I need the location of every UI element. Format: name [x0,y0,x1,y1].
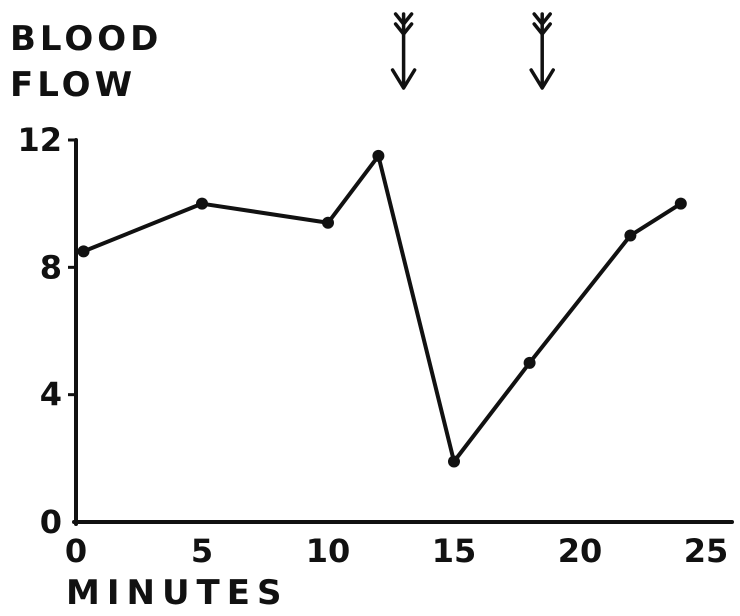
data-series [77,149,687,468]
x-axis-label: MINUTES [66,573,288,613]
annotation-arrow [529,12,555,90]
y-tick-label: 4 [40,376,62,414]
axes [72,138,734,526]
data-point [322,216,334,229]
y-axis-label-line-1: BLOOD [10,19,162,59]
data-point [196,197,208,210]
annotation-arrow [390,12,417,90]
data-point [448,455,460,468]
y-tick-label: 12 [17,121,62,159]
data-point [372,149,385,162]
y-tick-labels: 0 4 8 12 [17,121,76,541]
x-tick-labels: 0 5 10 15 20 25 [65,532,728,570]
x-tick-label: 5 [191,532,213,570]
x-tick-label: 20 [558,532,603,570]
y-tick-label: 8 [40,248,62,286]
x-tick-label: 25 [684,532,729,570]
data-point [523,356,536,369]
data-point [624,229,637,242]
data-point [77,245,90,258]
x-tick-label: 0 [65,532,87,570]
x-tick-label: 15 [432,532,477,570]
annotation-arrows [390,12,555,90]
y-axis-label-line-2: FLOW [10,65,136,105]
data-point [674,197,687,210]
series-line [82,153,682,464]
x-tick-label: 10 [306,532,351,570]
y-tick-label: 0 [40,503,62,541]
